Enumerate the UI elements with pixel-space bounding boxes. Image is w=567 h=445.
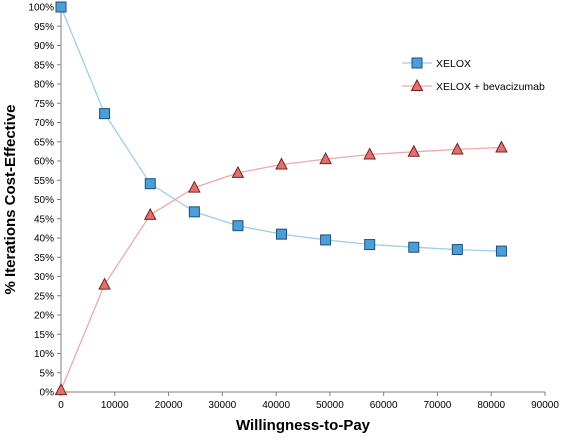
data-point-1 bbox=[495, 140, 508, 153]
legend-marker-xelox-bevacizumab bbox=[402, 78, 432, 91]
data-point-1 bbox=[275, 157, 288, 170]
x-tick-label: 0 bbox=[58, 400, 64, 411]
data-point-0 bbox=[144, 178, 156, 190]
y-tick-label: 95% bbox=[34, 22, 54, 33]
y-tick-label: 5% bbox=[40, 368, 55, 379]
axes bbox=[60, 7, 545, 393]
data-point-1 bbox=[319, 151, 332, 165]
x-tick-label: 20000 bbox=[155, 400, 183, 411]
legend-symbol bbox=[410, 78, 424, 91]
legend-label-xelox-bevacizumab: XELOX + bevacizumab bbox=[436, 81, 545, 93]
x-tick-label: 70000 bbox=[424, 400, 452, 411]
data-point-0 bbox=[232, 220, 244, 232]
data-point-0 bbox=[188, 206, 200, 218]
y-axis-title: % Iterations Cost-Effective bbox=[2, 104, 19, 294]
y-tick-label: 25% bbox=[34, 291, 54, 302]
x-tick-label: 50000 bbox=[316, 400, 344, 411]
data-point-0 bbox=[55, 1, 67, 13]
y-tick-label: 85% bbox=[34, 60, 54, 71]
legend-item-xelox: XELOX bbox=[402, 57, 471, 70]
series-line-1 bbox=[60, 146, 502, 391]
data-point-1 bbox=[231, 165, 245, 178]
y-tick-label: 50% bbox=[34, 195, 54, 206]
data-point-0 bbox=[408, 241, 420, 253]
y-tick-label: 90% bbox=[34, 41, 54, 52]
x-tick-label: 90000 bbox=[531, 400, 559, 411]
data-point-0 bbox=[320, 234, 332, 246]
y-tick-label: 80% bbox=[34, 80, 54, 91]
y-tick-label: 15% bbox=[34, 330, 54, 341]
y-tick-label: 75% bbox=[34, 99, 54, 110]
data-point-1 bbox=[188, 180, 201, 193]
data-point-1 bbox=[363, 147, 377, 160]
legend-item-xelox-bevacizumab: XELOX + bevacizumab bbox=[402, 78, 545, 93]
y-tick-label: 60% bbox=[34, 157, 54, 168]
x-tick-label: 10000 bbox=[101, 400, 129, 411]
y-tick-label: 40% bbox=[34, 234, 54, 245]
legend-label-xelox: XELOX bbox=[436, 58, 471, 70]
ticks: 0% 5% 10% 15% 20% 25% 30% 35% 40% 45% 50% 55% 60% 65%… bbox=[28, 3, 559, 412]
x-tick-label: 30000 bbox=[208, 400, 236, 411]
y-tick-label: 30% bbox=[34, 272, 54, 283]
data-point-1 bbox=[451, 142, 464, 155]
y-tick-label: 55% bbox=[34, 176, 54, 187]
series bbox=[54, 1, 508, 396]
x-tick-label: 60000 bbox=[370, 400, 398, 411]
data-point-1 bbox=[98, 277, 111, 290]
y-tick-label: 20% bbox=[34, 311, 54, 322]
data-point-1 bbox=[143, 207, 157, 220]
series-0 bbox=[55, 1, 507, 257]
series-1 bbox=[54, 140, 508, 396]
data-point-1 bbox=[407, 144, 421, 157]
legend: XELOX XELOX + bevacizumab bbox=[402, 57, 545, 93]
x-tick-label: 40000 bbox=[262, 400, 290, 411]
x-axis-title: Willingness-to-Pay bbox=[236, 417, 371, 434]
legend-symbol bbox=[411, 57, 423, 69]
data-point-0 bbox=[364, 239, 376, 251]
legend-marker-xelox bbox=[402, 57, 432, 69]
data-point-1 bbox=[54, 382, 68, 396]
data-point-0 bbox=[451, 244, 463, 256]
x-tick-label: 80000 bbox=[477, 400, 505, 411]
y-tick-label: 70% bbox=[34, 118, 54, 129]
data-point-0 bbox=[275, 228, 287, 240]
series-line-0 bbox=[60, 6, 502, 252]
data-point-0 bbox=[99, 108, 111, 120]
y-tick-label: 35% bbox=[34, 253, 54, 264]
data-point-0 bbox=[495, 245, 507, 257]
y-tick-label: 10% bbox=[34, 349, 54, 360]
y-tick-label: 100% bbox=[28, 3, 54, 14]
y-tick-label: 45% bbox=[34, 214, 54, 225]
y-tick-label: 0% bbox=[40, 388, 55, 399]
y-tick-label: 65% bbox=[34, 137, 54, 148]
